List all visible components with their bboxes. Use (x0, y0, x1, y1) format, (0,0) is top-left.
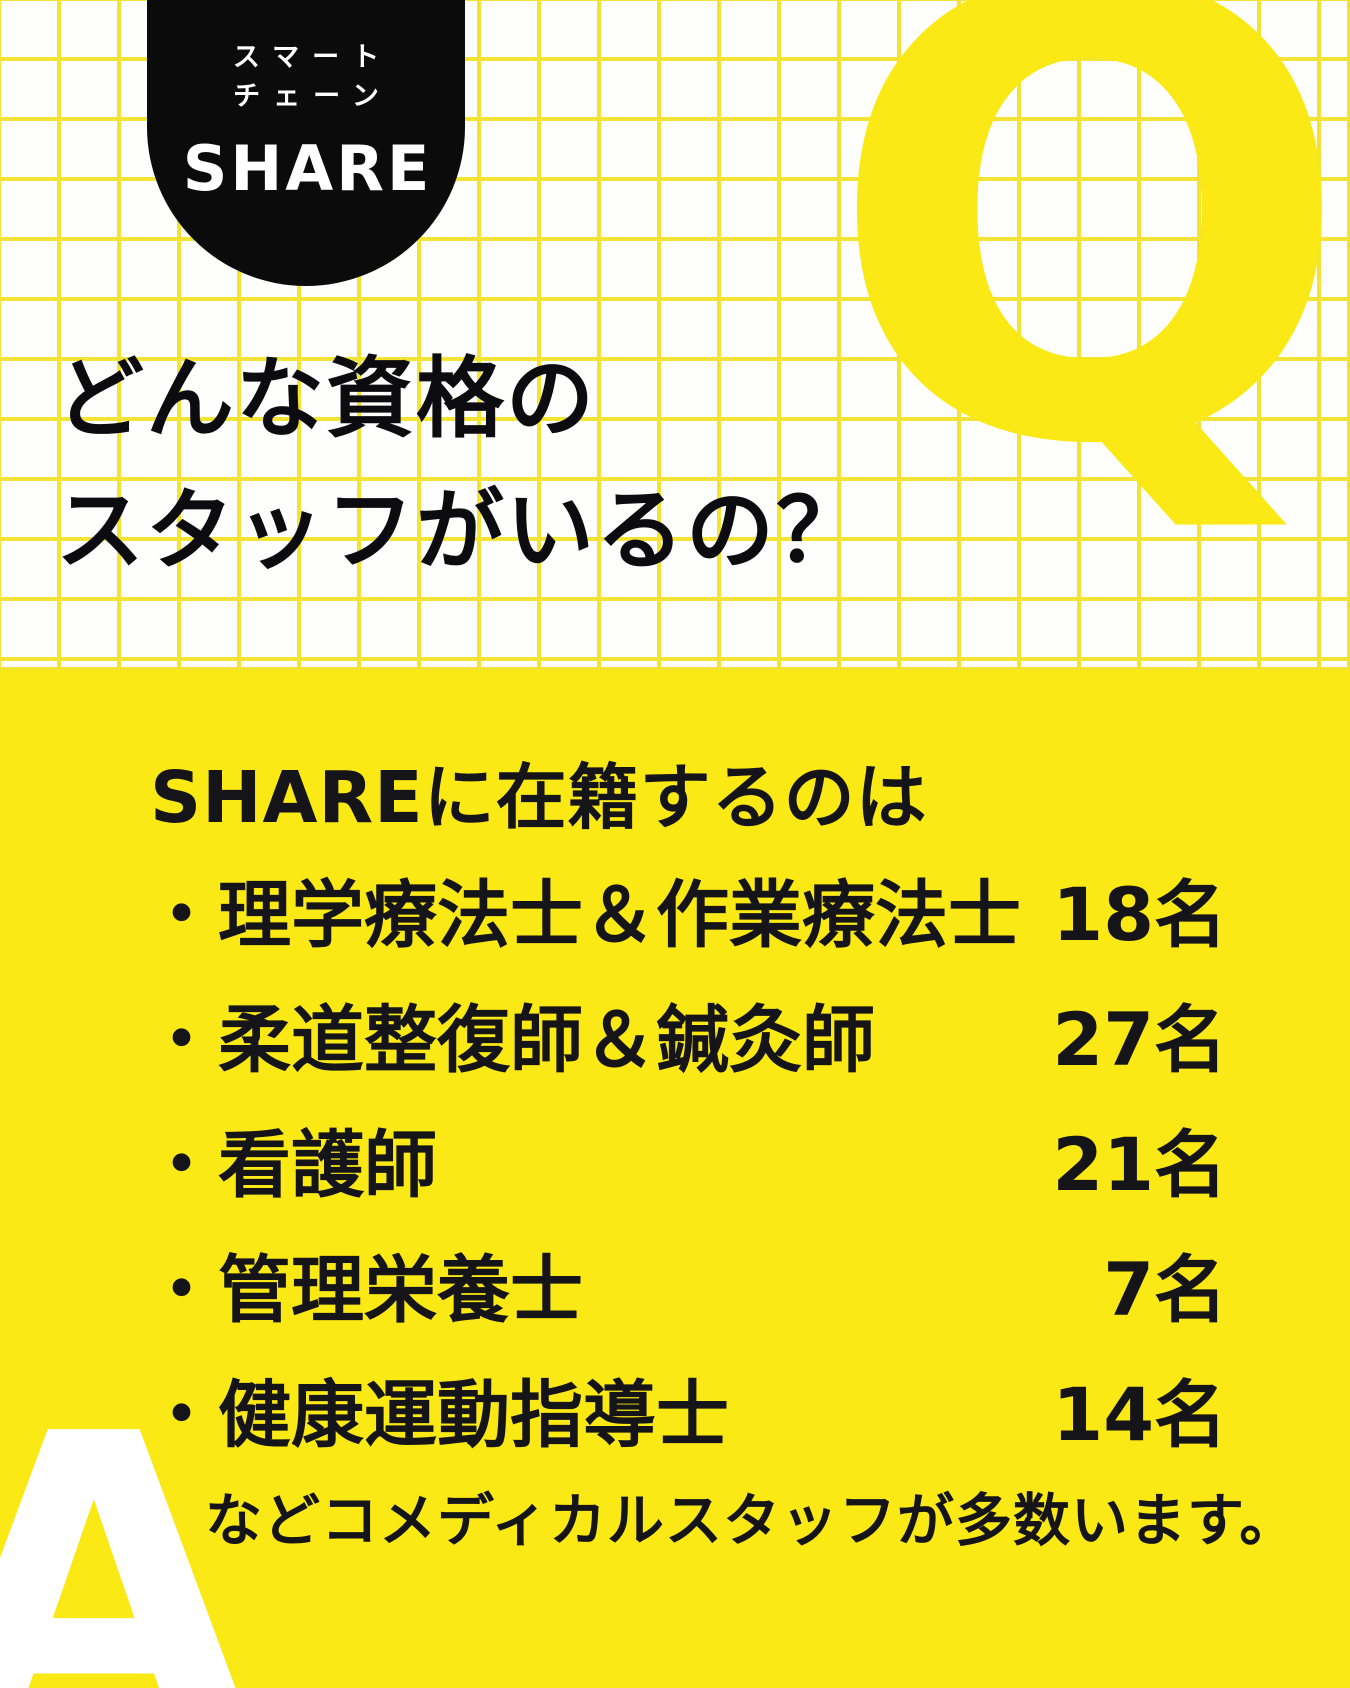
staff-label: 健康運動指導士 (218, 1373, 729, 1458)
staff-count: 21名 (1052, 1123, 1227, 1208)
grid-background: Q スマート チェーン SHARE どんな資格の スタッフがいるの？ (0, 0, 1350, 670)
staff-row: ・理学療法士＆作業療法士 18名 (145, 873, 1227, 1003)
staff-count: 7名 (1103, 1248, 1227, 1333)
big-q-letter: Q (826, 0, 1350, 581)
badge-tagline: スマート チェーン (147, 38, 465, 116)
staff-count: 18名 (1052, 873, 1227, 958)
staff-row: ・健康運動指導士 14名 (145, 1373, 1227, 1503)
staff-label: 看護師 (218, 1123, 437, 1208)
badge-tagline-line2: チェーン (233, 81, 392, 113)
badge-brand-name: SHARE (182, 132, 433, 206)
question-line2: スタッフがいるの？ (56, 479, 867, 582)
staff-bullet: ・ (145, 998, 218, 1083)
question-text: どんな資格の スタッフがいるの？ (56, 333, 866, 597)
staff-bullet: ・ (145, 1123, 218, 1208)
staff-label: 理学療法士＆作業療法士 (218, 873, 1021, 958)
answer-heading: SHAREに在籍するのは (150, 756, 928, 839)
staff-label: 柔道整復師＆鍼灸師 (218, 998, 875, 1083)
brand-badge: スマート チェーン SHARE (147, 0, 465, 286)
staff-bullet: ・ (145, 1248, 218, 1333)
answer-section: A SHAREに在籍するのは ・理学療法士＆作業療法士 18名 ・柔道整復師＆鍼… (0, 670, 1350, 1688)
staff-count: 14名 (1052, 1373, 1227, 1458)
staff-bullet: ・ (145, 1373, 218, 1458)
staff-list: ・理学療法士＆作業療法士 18名 ・柔道整復師＆鍼灸師 27名 ・看護師 21名… (145, 873, 1227, 1503)
badge-tagline-line1: スマート (232, 42, 393, 73)
staff-row: ・看護師 21名 (145, 1123, 1227, 1253)
staff-count: 27名 (1052, 998, 1227, 1083)
staff-row: ・管理栄養士 7名 (145, 1248, 1227, 1378)
staff-row: ・柔道整復師＆鍼灸師 27名 (145, 998, 1227, 1128)
answer-footer-note: などコメディカルスタッフが多数います。 (205, 1488, 1298, 1554)
big-a-letter: A (0, 1347, 253, 1688)
staff-bullet: ・ (145, 873, 218, 958)
question-line1: どんな資格の (56, 347, 597, 450)
staff-label: 管理栄養士 (218, 1248, 583, 1333)
